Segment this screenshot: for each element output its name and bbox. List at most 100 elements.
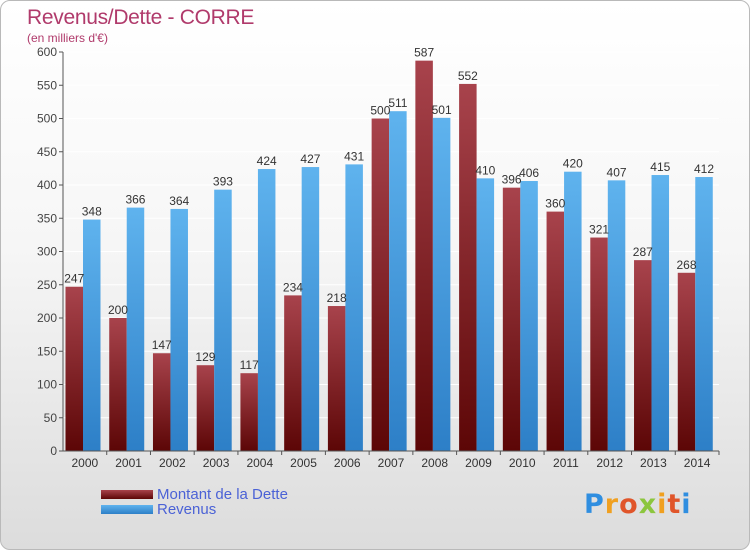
value-label-debt-2011: 360 <box>545 197 565 211</box>
value-label-debt-2009: 552 <box>458 69 478 83</box>
bar-revenue-2012 <box>607 180 626 451</box>
bar-revenue-2010 <box>520 181 538 451</box>
x-tick-label-2000: 2000 <box>72 456 99 470</box>
value-label-revenue-2014: 412 <box>694 162 714 176</box>
bar-revenue-2002 <box>170 208 188 451</box>
y-tick-label: 50 <box>44 411 58 425</box>
value-label-debt-2004: 117 <box>240 358 259 372</box>
value-label-revenue-2012: 407 <box>607 165 627 179</box>
value-label-debt-2012: 321 <box>589 223 609 237</box>
x-tick-label-2009: 2009 <box>465 456 492 470</box>
bar-revenue-2001 <box>126 207 145 451</box>
y-tick-label: 550 <box>37 78 57 92</box>
bar-revenue-2005 <box>301 167 320 452</box>
value-label-revenue-2010: 406 <box>519 166 539 180</box>
bar-revenue-2007 <box>389 111 407 451</box>
x-tick-label-2014: 2014 <box>684 456 711 470</box>
x-tick-label-2012: 2012 <box>596 456 623 470</box>
data-labels: 247 348 200 366 147 364 129 393 117 424 234 427 218 4… <box>64 46 714 373</box>
value-label-revenue-2002: 364 <box>169 194 189 208</box>
legend-label-revenue: Revenus <box>157 501 217 518</box>
bar-debt-2006 <box>327 306 346 451</box>
bar-debt-2002 <box>152 353 171 451</box>
x-tick-label-2006: 2006 <box>334 456 361 470</box>
bar-debt-2000 <box>65 286 83 451</box>
bar-revenue-2006 <box>345 164 363 451</box>
value-label-revenue-2003: 393 <box>213 175 233 189</box>
value-label-debt-2014: 268 <box>677 258 697 272</box>
x-tick-label-2008: 2008 <box>421 456 448 470</box>
value-label-revenue-2013: 415 <box>650 160 670 174</box>
bar-debt-2003 <box>196 365 215 451</box>
bar-revenue-2008 <box>432 117 451 452</box>
chart-subtitle: (en milliers d'€) <box>27 31 108 45</box>
bar-debt-2014 <box>677 272 696 451</box>
value-label-debt-2000: 247 <box>64 272 84 286</box>
x-tick-label-2005: 2005 <box>290 456 317 470</box>
chart-title: Revenus/Dette - CORRE <box>27 6 255 29</box>
bar-revenue-2014 <box>695 177 713 451</box>
bar-debt-2009 <box>459 83 477 452</box>
y-tick-label: 350 <box>37 211 57 225</box>
x-tick-label-2007: 2007 <box>378 456 405 470</box>
y-tick-label: 250 <box>37 278 57 292</box>
bar-debt-2013 <box>634 260 652 451</box>
value-label-revenue-2007: 511 <box>388 96 407 110</box>
value-label-debt-2010: 396 <box>502 173 522 187</box>
bar-revenue-2009 <box>476 178 495 451</box>
x-tick-label-2003: 2003 <box>203 456 230 470</box>
value-label-revenue-2005: 427 <box>300 152 320 166</box>
value-label-debt-2007: 500 <box>370 104 390 118</box>
bar-debt-2005 <box>284 295 302 451</box>
value-label-revenue-2000: 348 <box>82 205 102 219</box>
legend-swatch-debt <box>101 490 153 499</box>
value-label-revenue-2001: 366 <box>125 193 145 207</box>
value-label-debt-2002: 147 <box>152 338 172 352</box>
bar-debt-2001 <box>109 318 127 451</box>
bar-revenue-2004 <box>257 169 276 452</box>
x-tick-label-2011: 2011 <box>553 456 579 470</box>
proxiti-logo: Proxiti <box>584 489 692 520</box>
x-tick-label-2013: 2013 <box>640 456 667 470</box>
bar-debt-2007 <box>371 118 390 451</box>
x-tick-label-2002: 2002 <box>159 456 186 470</box>
bar-debt-2008 <box>415 60 433 452</box>
bar-debt-2004 <box>240 373 258 451</box>
bar-debt-2011 <box>546 211 565 451</box>
bar-revenue-2003 <box>214 189 232 451</box>
bars <box>65 60 713 452</box>
bar-debt-2010 <box>502 187 521 451</box>
y-tick-label: 200 <box>37 311 57 325</box>
y-tick-label: 300 <box>37 245 57 259</box>
legend-label-debt: Montant de la Dette <box>157 486 288 503</box>
value-label-debt-2013: 287 <box>633 245 653 259</box>
legend-swatch-revenue <box>101 505 153 514</box>
value-label-debt-2006: 218 <box>327 291 347 305</box>
bar-revenue-2011 <box>564 171 582 451</box>
y-tick-label: 400 <box>37 178 57 192</box>
value-label-revenue-2006: 431 <box>344 149 364 163</box>
axes: 0 50 100 150 200 250 300 350 400 450 500 550 600 2000… <box>37 45 720 470</box>
value-label-debt-2003: 129 <box>195 350 215 364</box>
y-tick-label: 100 <box>37 378 57 392</box>
value-label-debt-2005: 234 <box>283 280 303 294</box>
x-tick-label-2004: 2004 <box>246 456 273 470</box>
y-tick-label: 500 <box>37 112 57 126</box>
bar-debt-2012 <box>590 237 608 451</box>
x-tick-label-2001: 2001 <box>115 456 142 470</box>
value-label-revenue-2004: 424 <box>257 154 277 168</box>
y-tick-label: 450 <box>37 145 57 159</box>
value-label-revenue-2011: 420 <box>563 157 583 171</box>
bar-revenue-2013 <box>651 175 670 451</box>
y-tick-label: 0 <box>50 444 57 458</box>
bar-revenue-2000 <box>83 219 101 451</box>
y-tick-label: 600 <box>37 45 57 59</box>
x-tick-label-2010: 2010 <box>509 456 536 470</box>
value-label-revenue-2009: 410 <box>475 163 495 177</box>
value-label-revenue-2008: 501 <box>432 103 452 117</box>
value-label-debt-2008: 587 <box>414 46 434 60</box>
y-tick-label: 150 <box>37 344 57 358</box>
value-label-debt-2001: 200 <box>108 303 128 317</box>
